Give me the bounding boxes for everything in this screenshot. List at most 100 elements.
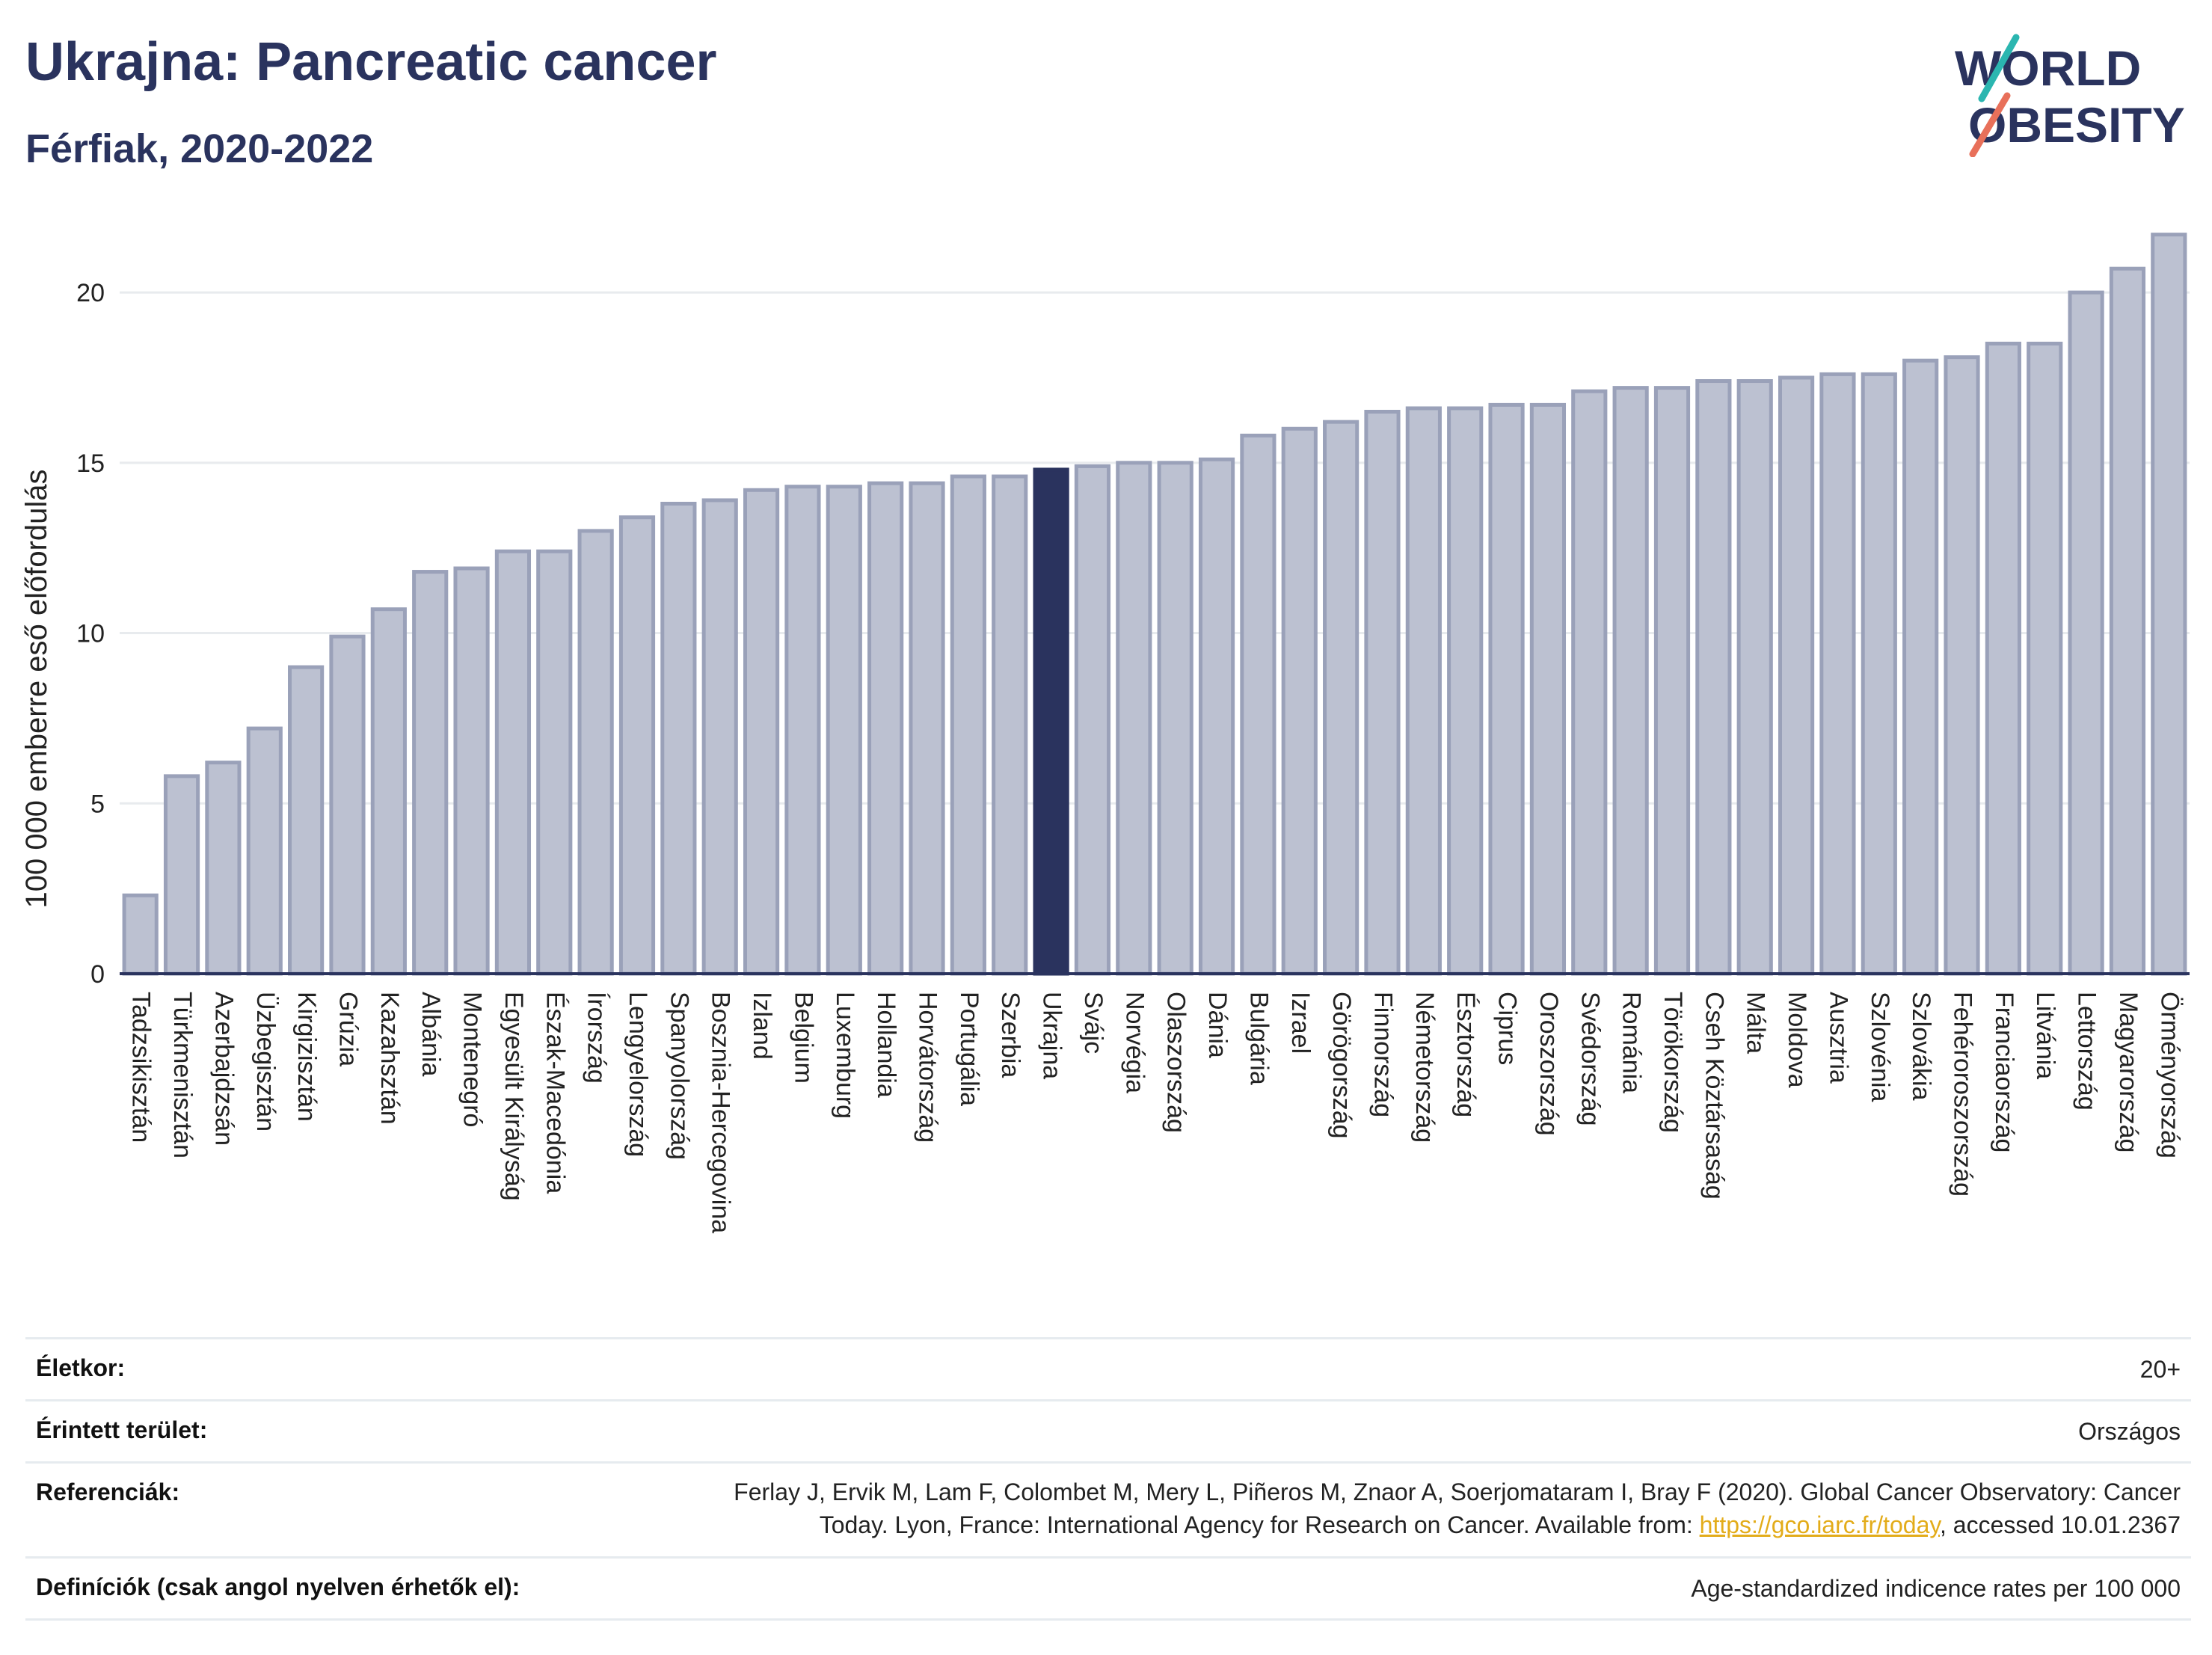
bar-belgium bbox=[784, 485, 821, 976]
x-tick-label: Hollandia bbox=[872, 992, 900, 1098]
bar-észtország bbox=[1447, 406, 1484, 976]
x-tick-label: Magyarország bbox=[2114, 992, 2142, 1152]
info-table: Életkor: 20+ Érintett terület: Országos … bbox=[25, 1337, 2191, 1621]
bar-chart: 0 5 10 15 20 Tadzsikisztán Türkmenisztán Azerba… bbox=[20, 233, 2190, 1233]
bar-egyesült-királyság bbox=[494, 549, 532, 976]
x-tick-label: Írország bbox=[583, 992, 611, 1084]
bar-magyarország bbox=[2109, 266, 2146, 976]
x-tick-label: Horvátország bbox=[914, 992, 942, 1143]
bar-olaszország bbox=[1157, 461, 1193, 976]
references-text: Today. Lyon, France: International Agenc… bbox=[819, 1511, 1700, 1538]
bar-izrael bbox=[1281, 426, 1318, 976]
bar-grúzia bbox=[329, 634, 366, 976]
x-tick-label: Olaszország bbox=[1162, 992, 1191, 1133]
x-tick-label: Ciprus bbox=[1493, 992, 1522, 1065]
x-tick-label: Lettország bbox=[2073, 992, 2101, 1111]
bar-üzbegisztán bbox=[246, 726, 283, 976]
y-tick-label: 10 bbox=[76, 620, 105, 648]
x-tick-label: Svédország bbox=[1576, 992, 1604, 1126]
bar-horvátország bbox=[909, 481, 945, 976]
bar-románia bbox=[1612, 386, 1649, 976]
bar-svédország bbox=[1571, 389, 1608, 976]
bar-franciaország bbox=[1985, 341, 2021, 976]
x-tick-label: Norvégia bbox=[1120, 992, 1149, 1093]
x-tick-label: Kirgizisztán bbox=[292, 992, 321, 1122]
chart-subtitle: Férfiak, 2020-2022 bbox=[25, 126, 374, 171]
x-tick-label: Egyesült Királyság bbox=[500, 992, 528, 1201]
x-tick-label: Üzbegisztán bbox=[251, 992, 280, 1132]
x-tick-label: Spanyolország bbox=[665, 992, 693, 1160]
x-tick-label: Tadzsikisztán bbox=[127, 992, 156, 1143]
x-tick-label: Oroszország bbox=[1534, 992, 1563, 1136]
x-tick-label: Észtország bbox=[1451, 992, 1480, 1117]
bar-szlovákia bbox=[1902, 358, 1939, 976]
y-tick-label: 0 bbox=[90, 960, 105, 989]
references-line-1: Ferlay J, Ervik M, Lam F, Colombet M, Me… bbox=[734, 1479, 2181, 1505]
x-tick-label: Szlovénia bbox=[1866, 992, 1894, 1102]
bar-ukrajna bbox=[1033, 467, 1069, 976]
bars bbox=[122, 233, 2187, 976]
tick-labels: 0 5 10 15 20 Tadzsikisztán Türkmenisztán Azerba… bbox=[20, 279, 2184, 1233]
x-tick-label: Törökország bbox=[1659, 992, 1687, 1133]
x-tick-label: Szerbia bbox=[996, 992, 1024, 1078]
area-label: Érintett terület: bbox=[36, 1416, 208, 1443]
x-tick-label: Dánia bbox=[1203, 992, 1232, 1058]
x-tick-label: Portugália bbox=[955, 992, 983, 1106]
bar-bosznia-hercegovina bbox=[701, 498, 738, 976]
bar-bulgária bbox=[1240, 433, 1276, 976]
age-label: Életkor: bbox=[36, 1354, 126, 1381]
x-tick-label: Belgium bbox=[789, 992, 817, 1084]
bar-lettország bbox=[2068, 290, 2104, 976]
bar-németország bbox=[1405, 406, 1442, 976]
bar-ciprus bbox=[1488, 402, 1525, 976]
bar-izland bbox=[743, 488, 780, 976]
age-value: 20+ bbox=[2139, 1356, 2181, 1383]
x-tick-label: Észak-Macedónia bbox=[541, 992, 569, 1194]
x-tick-label: Izrael bbox=[1286, 992, 1315, 1054]
references-label: Referenciák: bbox=[36, 1479, 180, 1505]
bar-dánia bbox=[1198, 457, 1235, 976]
bar-montenegró bbox=[453, 566, 490, 976]
world-obesity-logo: WORLD OBESITY bbox=[1955, 34, 2185, 157]
info-row-age: Életkor: 20+ bbox=[25, 1337, 2191, 1399]
x-tick-label: Ukrajna bbox=[1038, 992, 1066, 1079]
references-accessed: , accessed 10.01.2367 bbox=[1939, 1511, 2181, 1538]
bar-tadzsikisztán bbox=[122, 893, 159, 976]
chart-title: Ukrajna: Pancreatic cancer bbox=[25, 32, 717, 92]
references-link[interactable]: https://gco.iarc.fr/today bbox=[1699, 1511, 1940, 1538]
bar-azerbajdzsán bbox=[205, 761, 242, 976]
x-tick-label: Finnország bbox=[1368, 992, 1397, 1117]
bar-svájc bbox=[1074, 464, 1111, 976]
bar-lengyelország bbox=[618, 515, 656, 976]
bar-málta bbox=[1736, 379, 1773, 976]
bar-ausztria bbox=[1819, 372, 1856, 976]
bar-törökország bbox=[1653, 386, 1691, 976]
definitions-value: Age-standardized indicence rates per 100… bbox=[1691, 1575, 2181, 1602]
bar-kirgizisztán bbox=[288, 665, 325, 976]
x-tick-label: Grúzia bbox=[334, 992, 362, 1066]
x-tick-label: Türkmenisztán bbox=[168, 992, 197, 1158]
x-tick-label: Bulgária bbox=[1244, 992, 1273, 1085]
x-tick-label: Svájc bbox=[1079, 992, 1107, 1054]
x-tick-label: Ausztria bbox=[1824, 992, 1852, 1084]
bar-spanyolország bbox=[660, 501, 697, 976]
bar-szlovénia bbox=[1861, 372, 1897, 976]
bar-litvánia bbox=[2027, 341, 2063, 976]
definitions-label: Definíciók (csak angol nyelven érhetők e… bbox=[36, 1573, 520, 1600]
bar-norvégia bbox=[1116, 461, 1152, 976]
bar-fehéroroszország bbox=[1944, 355, 1980, 976]
bar-görögország bbox=[1323, 420, 1360, 976]
x-tick-label: Málta bbox=[1742, 992, 1770, 1054]
x-tick-label: Franciaország bbox=[1990, 992, 2018, 1152]
x-tick-label: Kazahsztán bbox=[375, 992, 404, 1125]
bar-kazahsztán bbox=[370, 607, 407, 976]
bar-oroszország bbox=[1529, 402, 1567, 976]
bar-albánia bbox=[412, 570, 449, 976]
x-tick-label: Németország bbox=[1410, 992, 1439, 1143]
bar-szerbia bbox=[992, 474, 1028, 976]
x-tick-label: Litvánia bbox=[2031, 992, 2059, 1079]
x-tick-label: Fehéroroszország bbox=[1949, 992, 1977, 1197]
bar-portugália bbox=[950, 474, 986, 976]
x-tick-label: Luxemburg bbox=[831, 992, 859, 1119]
y-tick-label: 5 bbox=[90, 790, 105, 818]
